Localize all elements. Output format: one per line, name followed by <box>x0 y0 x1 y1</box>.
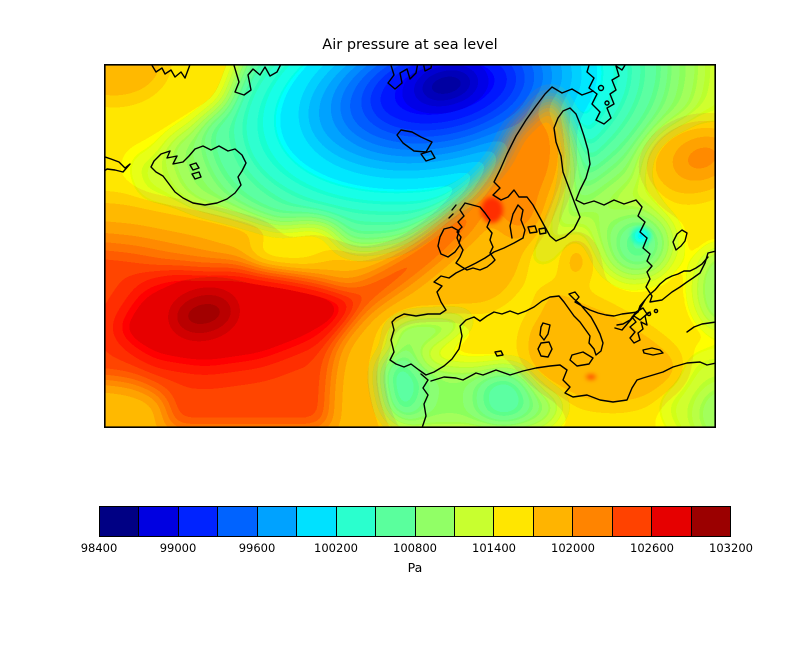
colorbar-cell <box>652 507 692 536</box>
coastline-scandinavia-baltic <box>492 86 716 303</box>
colorbar-cell <box>257 507 298 536</box>
colorbar-cell <box>612 507 653 536</box>
coastline-corsica <box>539 322 551 341</box>
colorbar-tick-labels: 98400 99000 99600 100200 100800 101400 102000 1… <box>81 541 753 557</box>
colorbar-cell <box>415 507 455 536</box>
coastline-iceland-islets <box>189 162 202 180</box>
colorbar-tick-label: 99000 <box>159 541 197 555</box>
colorbar-tick-label: 102000 <box>551 541 595 555</box>
lake-icon <box>604 100 610 106</box>
lake-icon <box>597 84 605 92</box>
colorbar-tick-label: 103200 <box>709 541 753 555</box>
colorbar-cell <box>494 507 534 536</box>
colorbar-tick-label: 99600 <box>238 541 276 555</box>
coastline-greenland-a <box>150 64 191 79</box>
colorbar-cell <box>100 507 140 536</box>
plot-title: Air pressure at sea level <box>322 37 498 53</box>
colorbar-tick-label: 98400 <box>80 541 118 555</box>
colorbar-tick-label: 101400 <box>472 541 516 555</box>
colorbar-cell <box>573 507 613 536</box>
coastline-ireland <box>437 226 461 258</box>
colorbar-tick-label: 100200 <box>314 541 358 555</box>
coastline-hebrides <box>448 204 457 219</box>
coastline-greenland-b <box>232 64 282 96</box>
colorbar-cell <box>691 507 730 536</box>
colorbar-cell <box>297 507 337 536</box>
pressure-contour-map <box>104 64 716 428</box>
coastline-arctic-archipelago <box>396 129 436 162</box>
colorbar-cell <box>376 507 416 536</box>
pressure-field <box>104 64 716 428</box>
map-plot-area <box>104 64 716 428</box>
colorbar-cell <box>218 507 258 536</box>
colorbar-cell <box>336 507 377 536</box>
coastline-sicily <box>569 351 594 367</box>
coastline-crete <box>642 347 664 356</box>
coastline-denmark <box>509 204 547 239</box>
coastline-britain <box>455 202 496 271</box>
colorbar-tick-label: 100800 <box>393 541 437 555</box>
colorbar-tick-label: 102600 <box>630 541 674 555</box>
aegean-island-icon <box>653 308 659 314</box>
coastline-kola-white-sea <box>586 64 627 125</box>
colorbar-unit-label: Pa <box>407 560 423 575</box>
coastline-iceland <box>150 145 247 206</box>
coastline-north-africa <box>430 361 716 403</box>
coastline-marmara <box>614 307 648 331</box>
coastline-turkey <box>686 321 716 333</box>
colorbar-cell <box>178 507 219 536</box>
colorbar <box>99 506 731 537</box>
plot-frame <box>104 64 716 428</box>
coastline-sardinia <box>537 341 553 358</box>
colorbar-cell <box>533 507 574 536</box>
coastline-continental-europe <box>389 237 709 376</box>
coastlines <box>104 64 716 428</box>
coastline-cape-farewell <box>104 155 131 173</box>
coastline-greece <box>629 299 651 344</box>
colorbar-cell <box>139 507 179 536</box>
coastline-balearic <box>494 350 504 357</box>
coastline-gotland-island <box>672 229 688 251</box>
coastline-morocco <box>420 373 429 428</box>
colorbar-cell <box>454 507 495 536</box>
